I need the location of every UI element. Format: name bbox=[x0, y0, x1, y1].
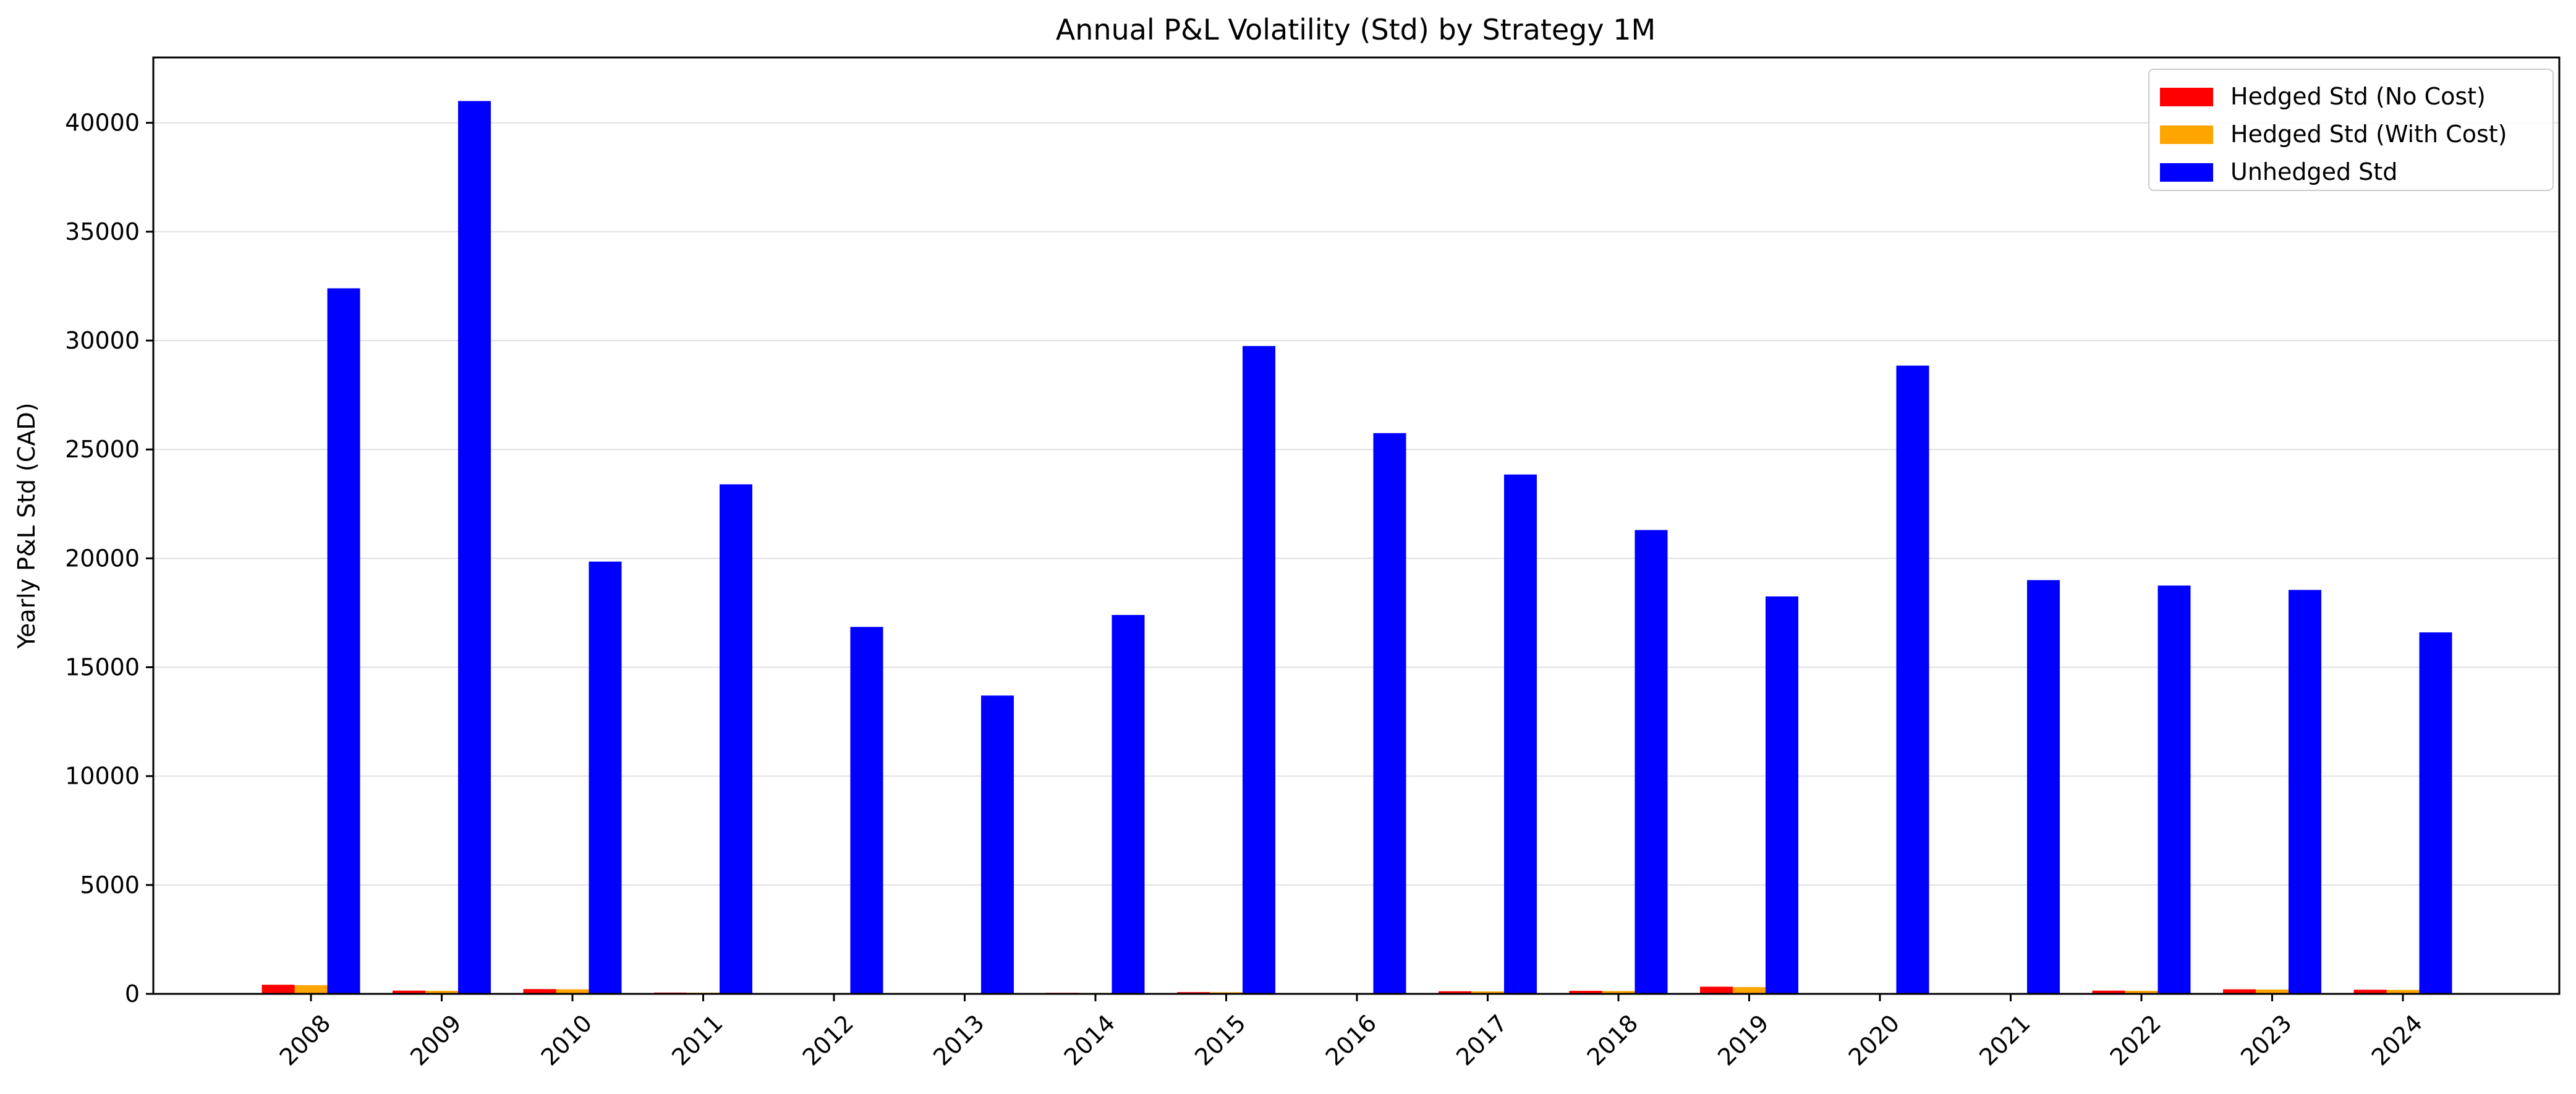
legend-label: Unhedged Std bbox=[2230, 158, 2397, 185]
bar-unhedged-std-2022 bbox=[2157, 585, 2191, 994]
bar-hedged-std-with-cost-2022 bbox=[2125, 991, 2158, 994]
y-tick-label: 15000 bbox=[65, 654, 140, 681]
bar-unhedged-std-2014 bbox=[1112, 614, 1145, 994]
y-tick-label: 30000 bbox=[65, 327, 140, 354]
bar-hedged-std-with-cost-2017 bbox=[1471, 991, 1504, 994]
bar-unhedged-std-2018 bbox=[1634, 530, 1668, 994]
bar-unhedged-std-2010 bbox=[589, 561, 622, 994]
bar-unhedged-std-2024 bbox=[2419, 632, 2452, 994]
bar-unhedged-std-2017 bbox=[1504, 474, 1537, 994]
y-tick-label: 35000 bbox=[65, 218, 140, 245]
legend-swatch bbox=[2160, 125, 2213, 144]
bar-hedged-std-no-cost-2018 bbox=[1569, 991, 1602, 994]
bar-unhedged-std-2009 bbox=[458, 101, 491, 994]
bar-unhedged-std-2012 bbox=[850, 627, 883, 994]
bar-hedged-std-with-cost-2010 bbox=[556, 989, 589, 994]
bars bbox=[261, 101, 2452, 994]
bar-hedged-std-no-cost-2019 bbox=[1700, 986, 1733, 994]
bar-unhedged-std-2008 bbox=[327, 288, 360, 994]
legend: Hedged Std (No Cost) Hedged Std (With Cos… bbox=[2148, 69, 2554, 191]
legend-label: Hedged Std (With Cost) bbox=[2230, 121, 2507, 148]
bar-unhedged-std-2020 bbox=[1896, 365, 1929, 994]
legend-box bbox=[2148, 69, 2554, 191]
bar-unhedged-std-2019 bbox=[1766, 596, 1798, 994]
bar-hedged-std-no-cost-2010 bbox=[523, 989, 556, 994]
bar-hedged-std-with-cost-2019 bbox=[1733, 987, 1766, 994]
bar-unhedged-std-2016 bbox=[1373, 433, 1406, 994]
bar-hedged-std-with-cost-2023 bbox=[2256, 989, 2289, 994]
bar-hedged-std-with-cost-2008 bbox=[294, 985, 328, 994]
bar-unhedged-std-2021 bbox=[2027, 580, 2060, 994]
bar-hedged-std-no-cost-2023 bbox=[2223, 989, 2256, 994]
bar-unhedged-std-2015 bbox=[1243, 346, 1275, 994]
bar-unhedged-std-2011 bbox=[720, 484, 752, 994]
y-tick-label: 20000 bbox=[65, 545, 140, 572]
bar-hedged-std-no-cost-2008 bbox=[261, 985, 295, 994]
y-axis: 0 5000 10000 15000 20000 25000 30000 35000 40000 bbox=[65, 109, 153, 1007]
bar-hedged-std-no-cost-2022 bbox=[2092, 990, 2125, 994]
chart-title: Annual P&L Volatility (Std) by Strategy … bbox=[1056, 13, 1656, 46]
y-tick-label: 0 bbox=[125, 980, 140, 1007]
bar-hedged-std-with-cost-2024 bbox=[2386, 990, 2420, 994]
y-tick-label: 5000 bbox=[80, 871, 140, 899]
y-axis-label: Yearly P&L Std (CAD) bbox=[13, 402, 40, 649]
y-tick-label: 40000 bbox=[65, 109, 140, 137]
bar-hedged-std-no-cost-2017 bbox=[1439, 991, 1471, 994]
legend-label: Hedged Std (No Cost) bbox=[2230, 83, 2486, 110]
bar-unhedged-std-2013 bbox=[981, 695, 1014, 994]
bar-hedged-std-no-cost-2024 bbox=[2353, 990, 2387, 994]
bar-unhedged-std-2023 bbox=[2289, 590, 2321, 994]
bar-hedged-std-no-cost-2009 bbox=[393, 990, 425, 994]
y-tick-label: 10000 bbox=[65, 763, 140, 790]
bar-hedged-std-with-cost-2009 bbox=[425, 991, 458, 994]
bar-hedged-std-with-cost-2018 bbox=[1602, 991, 1635, 994]
legend-swatch bbox=[2160, 163, 2213, 182]
y-tick-label: 25000 bbox=[65, 436, 140, 463]
legend-swatch bbox=[2160, 88, 2213, 106]
